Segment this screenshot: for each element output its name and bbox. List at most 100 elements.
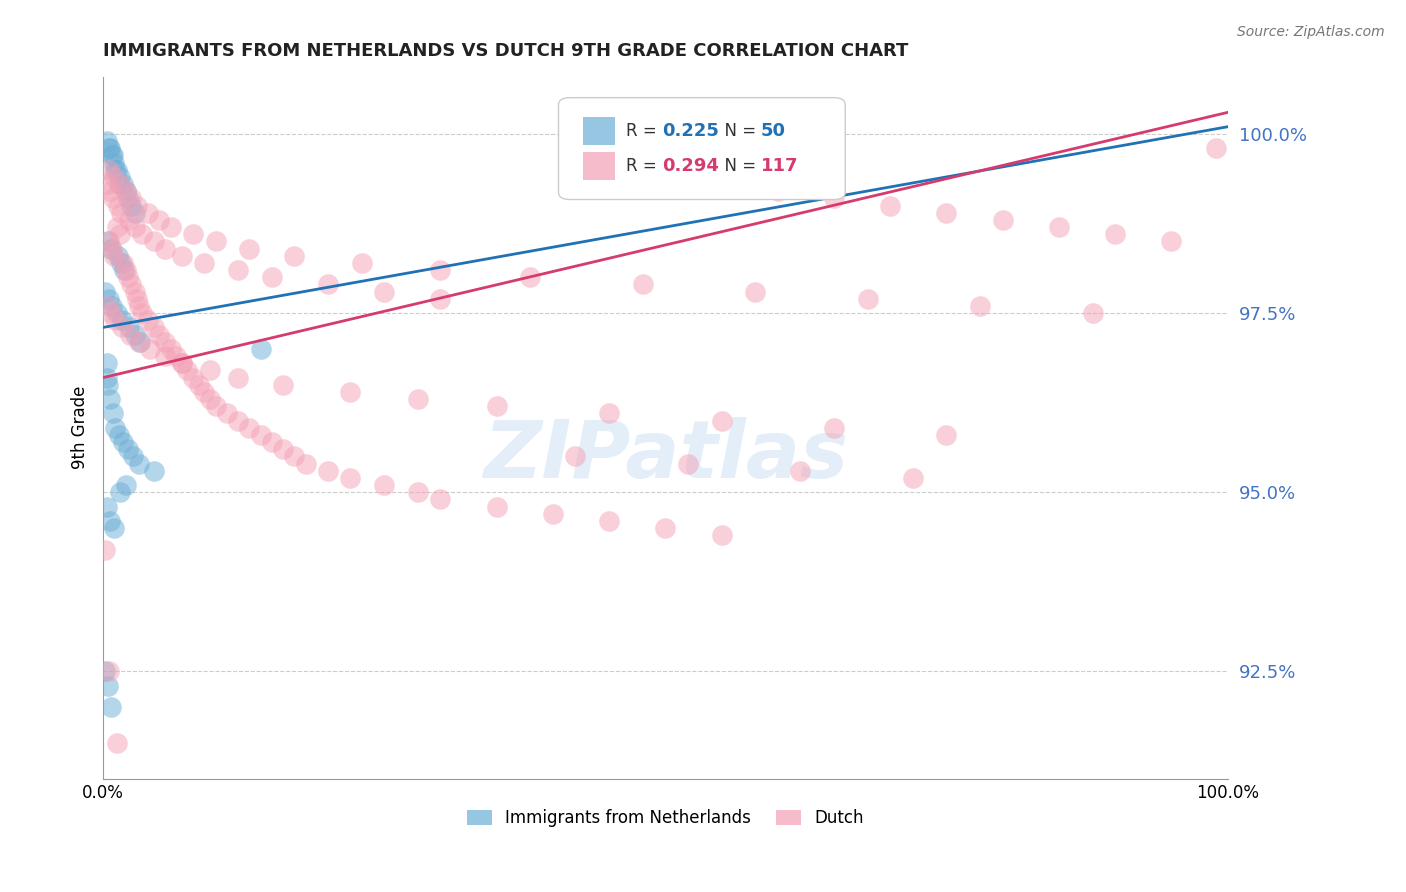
- Point: [260, 435, 283, 450]
- Point: [631, 277, 654, 292]
- Text: 50: 50: [761, 122, 786, 140]
- Y-axis label: 9th Grade: 9th Grade: [72, 386, 89, 469]
- Point: [198, 363, 221, 377]
- Point: [118, 213, 141, 227]
- Point: [271, 442, 294, 457]
- Point: [96, 500, 118, 514]
- Text: 0.225: 0.225: [662, 122, 718, 140]
- Point: [226, 370, 249, 384]
- Point: [105, 220, 128, 235]
- Point: [100, 306, 122, 320]
- Point: [104, 162, 127, 177]
- Point: [103, 169, 125, 184]
- Point: [339, 471, 361, 485]
- Point: [485, 399, 508, 413]
- Point: [339, 384, 361, 399]
- Point: [114, 184, 136, 198]
- Point: [316, 277, 339, 292]
- Point: [485, 500, 508, 514]
- Point: [373, 478, 395, 492]
- Point: [110, 206, 132, 220]
- Point: [97, 679, 120, 693]
- Point: [101, 242, 124, 256]
- Point: [823, 191, 845, 205]
- Point: [969, 299, 991, 313]
- Point: [117, 270, 139, 285]
- Point: [114, 478, 136, 492]
- Point: [96, 134, 118, 148]
- Point: [122, 450, 145, 464]
- Point: [373, 285, 395, 299]
- Point: [204, 399, 226, 413]
- Text: 117: 117: [761, 158, 799, 176]
- Point: [879, 198, 901, 212]
- Point: [283, 249, 305, 263]
- Point: [131, 306, 153, 320]
- Point: [97, 665, 120, 679]
- Bar: [583, 152, 614, 180]
- Point: [108, 177, 131, 191]
- Point: [103, 249, 125, 263]
- Point: [108, 177, 131, 191]
- Point: [744, 285, 766, 299]
- Point: [598, 514, 620, 528]
- Point: [193, 384, 215, 399]
- Point: [128, 334, 150, 349]
- Point: [124, 285, 146, 299]
- Point: [226, 263, 249, 277]
- Point: [103, 148, 125, 162]
- Text: R =: R =: [626, 158, 662, 176]
- Point: [139, 342, 162, 356]
- Point: [118, 320, 141, 334]
- Text: Source: ZipAtlas.com: Source: ZipAtlas.com: [1237, 25, 1385, 39]
- Point: [94, 285, 117, 299]
- Point: [111, 313, 134, 327]
- Point: [564, 134, 586, 148]
- Point: [159, 342, 181, 356]
- Point: [108, 428, 131, 442]
- Point: [153, 242, 176, 256]
- Point: [654, 521, 676, 535]
- Point: [170, 356, 193, 370]
- Point: [350, 256, 373, 270]
- Point: [148, 213, 170, 227]
- Point: [283, 450, 305, 464]
- Point: [159, 220, 181, 235]
- Point: [105, 162, 128, 177]
- Point: [114, 184, 136, 198]
- Point: [142, 464, 165, 478]
- Legend: Immigrants from Netherlands, Dutch: Immigrants from Netherlands, Dutch: [460, 803, 870, 834]
- Point: [101, 148, 124, 162]
- Point: [120, 198, 142, 212]
- Point: [100, 242, 122, 256]
- Point: [1081, 306, 1104, 320]
- Point: [117, 442, 139, 457]
- Point: [125, 198, 148, 212]
- Point: [170, 356, 193, 370]
- Point: [519, 270, 541, 285]
- Point: [541, 507, 564, 521]
- Point: [100, 700, 122, 714]
- Point: [97, 162, 120, 177]
- Point: [107, 198, 129, 212]
- Point: [294, 457, 316, 471]
- Point: [96, 177, 118, 191]
- Point: [1160, 235, 1182, 249]
- Point: [104, 313, 127, 327]
- Point: [181, 370, 204, 384]
- Point: [226, 414, 249, 428]
- Point: [98, 141, 121, 155]
- Point: [901, 471, 924, 485]
- Point: [103, 406, 125, 420]
- Point: [991, 213, 1014, 227]
- Text: ZIPatlas: ZIPatlas: [482, 417, 848, 495]
- Point: [710, 528, 733, 542]
- Point: [238, 421, 260, 435]
- Point: [114, 263, 136, 277]
- Point: [97, 377, 120, 392]
- Point: [128, 457, 150, 471]
- Point: [108, 227, 131, 242]
- Point: [598, 406, 620, 420]
- Point: [97, 141, 120, 155]
- Text: N =: N =: [714, 158, 761, 176]
